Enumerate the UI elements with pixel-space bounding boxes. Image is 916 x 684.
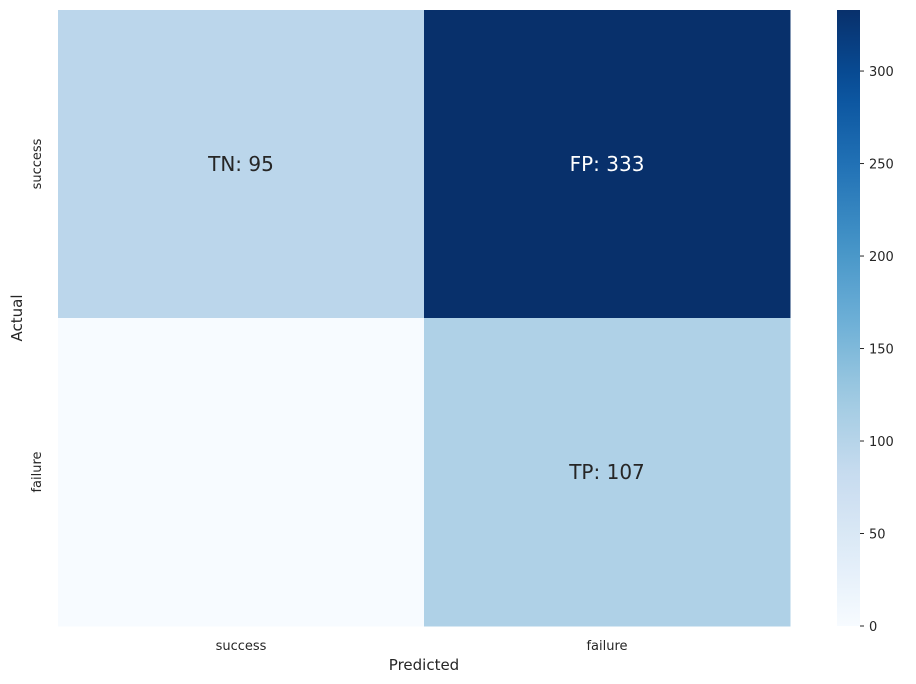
colorbar: [837, 10, 860, 626]
colorbar-tick-label: 50: [869, 528, 886, 543]
cell-annotations: TN: 95 FP: 333 TP: 107: [207, 152, 645, 484]
heatmap-cell-r0-c1: [424, 10, 791, 319]
y-tick-label: success: [30, 138, 45, 189]
x-tick-label: failure: [586, 639, 627, 654]
heatmap-cell-r1-c1: [424, 318, 791, 627]
x-tick-label: success: [216, 639, 267, 654]
colorbar-tick-label: 0: [869, 620, 877, 635]
y-axis-label: Actual: [8, 295, 26, 342]
y-axis-ticks: success failure: [30, 138, 45, 492]
cell-annotation-r1-c1: TP: 107: [568, 460, 645, 484]
x-axis-ticks: success failure: [216, 639, 628, 654]
colorbar-tick-label: 250: [869, 158, 894, 173]
heatmap-cell-r1-c0: [58, 318, 425, 627]
colorbar-tick-label: 150: [869, 343, 894, 358]
y-tick-label: failure: [30, 451, 45, 492]
heatmap-cell-r0-c0: [58, 10, 425, 319]
cell-annotation-r0-c1: FP: 333: [570, 152, 645, 176]
colorbar-tick-label: 300: [869, 65, 894, 80]
cell-annotation-r0-c0: TN: 95: [207, 152, 274, 176]
colorbar-tick-label: 100: [869, 435, 894, 450]
heatmap-cells: [58, 10, 791, 627]
x-axis-label: Predicted: [389, 656, 459, 674]
colorbar-ticks: 0 50 100 150 200 250 300: [860, 65, 894, 635]
colorbar-tick-label: 200: [869, 250, 894, 265]
